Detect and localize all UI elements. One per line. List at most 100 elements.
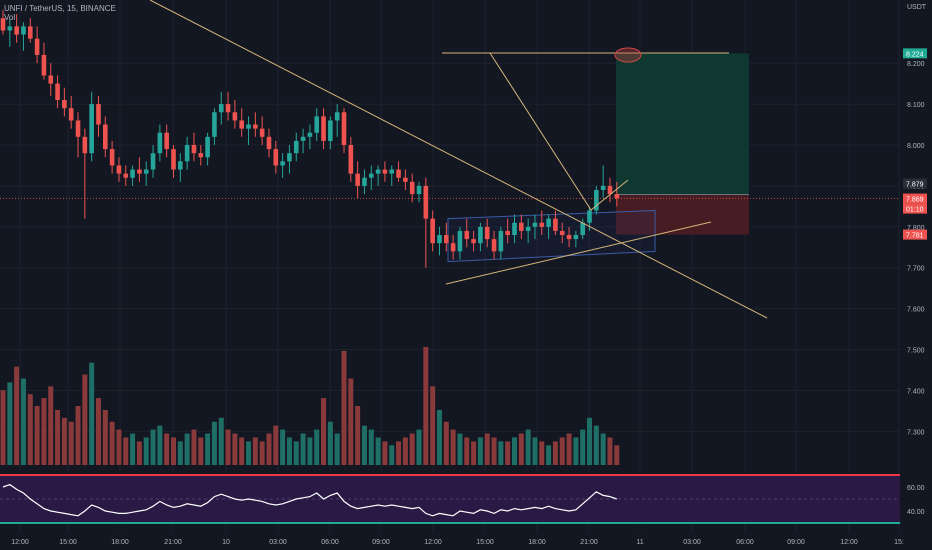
volume-bar: [136, 441, 142, 465]
volume-bar: [430, 386, 436, 465]
volume-bar: [157, 425, 163, 465]
candle-body: [423, 185, 429, 219]
price-badge: [903, 48, 927, 59]
volume-bar: [164, 433, 170, 465]
price-badge-label: 8.224: [906, 51, 924, 58]
candle-body: [253, 124, 258, 129]
candle-body: [457, 230, 463, 252]
volume-bar: [512, 437, 517, 465]
volume-label: Vol: [4, 13, 16, 22]
volume-bar: [457, 433, 463, 465]
projection-line: [489, 52, 629, 211]
candle-body: [348, 145, 354, 174]
price-badge-label: 7.781: [906, 233, 924, 240]
y-tick-label: 7.500: [907, 348, 925, 355]
candle-body: [225, 104, 231, 113]
candle-body: [273, 149, 279, 166]
candle-body: [580, 222, 585, 235]
candle-body: [600, 185, 606, 190]
candle-body: [478, 226, 483, 244]
volume-bar: [191, 429, 197, 465]
price-badge-label: 7.879: [906, 182, 924, 189]
x-tick-label: 10: [222, 539, 230, 546]
volume-bar: [7, 382, 13, 465]
target-zone: [616, 53, 749, 195]
volume-bar: [518, 433, 524, 465]
candle-body: [62, 100, 67, 109]
candle-body: [259, 128, 265, 137]
candle-body: [184, 145, 190, 162]
candle-body: [368, 173, 374, 178]
x-tick-label: 03:00: [683, 539, 701, 546]
price-badge: [903, 203, 927, 214]
volume-bar: [0, 390, 6, 465]
volume-bar: [211, 421, 217, 465]
volume-bar: [130, 433, 136, 465]
price-badge: [903, 178, 927, 189]
candle-body: [546, 218, 551, 227]
volume-bar: [423, 347, 429, 465]
candle-body: [82, 136, 88, 154]
volume-bar: [286, 437, 292, 465]
x-tick-label: 18:00: [111, 539, 129, 546]
target-marker: [614, 47, 642, 63]
candle-body: [48, 75, 54, 84]
candle-body: [539, 222, 545, 227]
stop-zone: [616, 194, 749, 235]
candle-body: [143, 169, 149, 174]
candle-body: [328, 120, 333, 141]
candle-body: [75, 120, 81, 137]
candle-body: [116, 165, 122, 174]
candle-body: [614, 194, 620, 199]
volume-bar: [396, 441, 402, 465]
volume-bar: [293, 441, 299, 465]
y-tick-label: 8.000: [907, 143, 925, 150]
volume-bar: [498, 441, 504, 465]
candle-body: [573, 235, 579, 240]
volume-bar: [321, 398, 327, 465]
candle-body: [280, 161, 285, 166]
candle-body: [21, 26, 26, 35]
candle-body: [191, 145, 197, 154]
volume-bar: [505, 441, 511, 465]
price-badge: [903, 193, 927, 204]
candle-body: [137, 169, 142, 174]
volume-bar: [34, 406, 40, 465]
rsi-axis-label: 40.00: [907, 509, 925, 516]
y-tick-label: 7.700: [907, 266, 925, 273]
candle-body: [491, 239, 497, 252]
candle-body: [607, 185, 613, 195]
x-tick-label: 09:00: [372, 539, 390, 546]
volume-bar: [61, 417, 67, 465]
volume-bar: [389, 445, 395, 465]
volume-bar: [600, 433, 606, 465]
x-tick-label: 15:: [894, 539, 904, 546]
volume-bar: [436, 409, 442, 465]
volume-bar: [143, 437, 149, 465]
y-tick-label: 8.200: [907, 61, 925, 68]
candle-body: [553, 218, 558, 231]
candle-body: [409, 181, 415, 195]
y-tick-label: 7.800: [907, 225, 925, 232]
volume-bar: [14, 366, 20, 465]
candle-body: [403, 177, 408, 182]
volume-bar: [27, 394, 33, 465]
volume-bar: [416, 429, 422, 465]
candle-body: [287, 153, 292, 162]
candle-body: [109, 149, 115, 166]
candle-body: [566, 235, 572, 240]
candle-body: [355, 173, 360, 186]
volume-bar: [102, 409, 108, 465]
y-tick-label: 7.400: [907, 388, 925, 395]
volume-bar: [55, 409, 61, 465]
volume-bar: [280, 429, 286, 465]
volume-bar: [75, 406, 81, 465]
x-tick-label: 03:00: [269, 539, 287, 546]
volume-bar: [198, 437, 204, 465]
rsi-line: [2, 483, 617, 517]
volume-bar: [614, 445, 620, 465]
candle-body: [171, 149, 176, 170]
candle-body: [471, 239, 476, 244]
